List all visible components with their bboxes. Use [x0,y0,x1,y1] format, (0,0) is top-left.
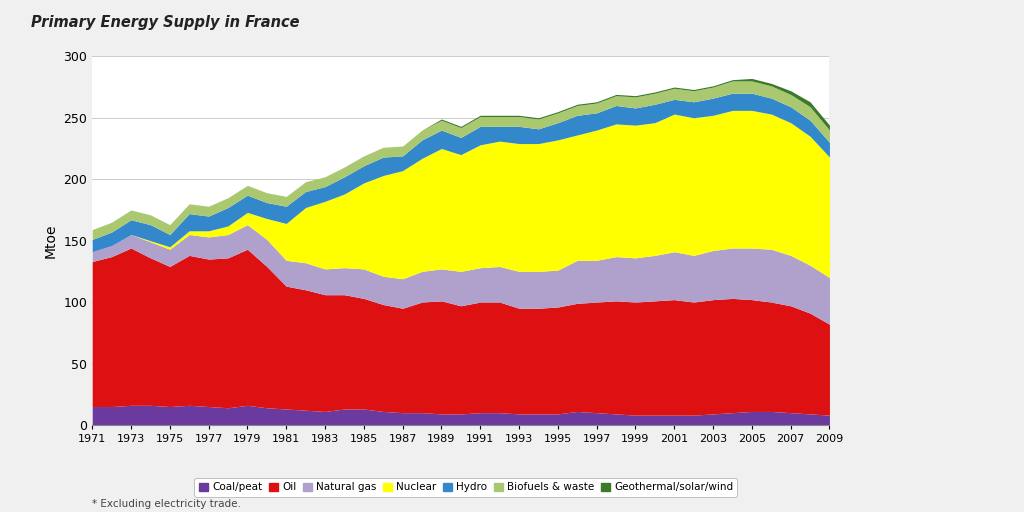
Y-axis label: Mtoe: Mtoe [44,223,58,258]
Legend: Coal/peat, Oil, Natural gas, Nuclear, Hydro, Biofuels & waste, Geothermal/solar/: Coal/peat, Oil, Natural gas, Nuclear, Hy… [195,478,737,497]
Text: * Excluding electricity trade.: * Excluding electricity trade. [92,499,241,509]
Text: Primary Energy Supply in France: Primary Energy Supply in France [31,15,299,30]
